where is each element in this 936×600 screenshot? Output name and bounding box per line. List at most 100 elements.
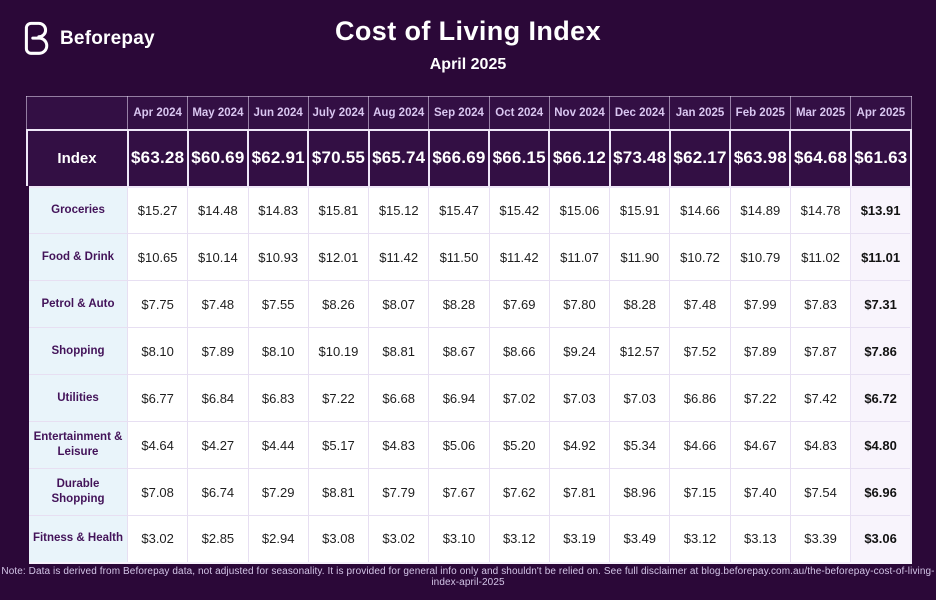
- value-cell: $12.01: [307, 233, 370, 281]
- value-cell: $3.39: [789, 515, 852, 564]
- value-cell: $11.02: [789, 233, 852, 281]
- value-cell: $7.89: [729, 327, 791, 375]
- value-cell: $8.81: [307, 468, 370, 516]
- value-cell: $11.07: [548, 233, 611, 281]
- value-cell: $15.81: [307, 186, 370, 234]
- value-cell: $10.79: [729, 233, 791, 281]
- value-cell: $8.26: [307, 280, 370, 328]
- value-cell: $7.03: [548, 374, 611, 422]
- value-cell: $4.83: [789, 421, 852, 469]
- index-value-cell: $62.91: [247, 128, 310, 188]
- value-cell: $9.24: [548, 327, 611, 375]
- index-value-cell: $70.55: [307, 128, 370, 188]
- value-cell: $11.90: [609, 233, 671, 281]
- value-cell: $6.86: [669, 374, 731, 422]
- value-cell: $11.42: [488, 233, 550, 281]
- category-label: Utilities: [24, 374, 128, 422]
- value-cell: $7.40: [729, 468, 791, 516]
- category-row: Utilities $6.77 $6.84 $6.83 $7.22 $6.68 $6.94 $…: [24, 374, 913, 422]
- value-cell: $3.02: [126, 515, 189, 564]
- value-cell: $11.42: [368, 233, 430, 281]
- brand-name: Beforepay: [60, 27, 155, 49]
- value-cell: $7.83: [789, 280, 852, 328]
- month-header: Feb 2025: [729, 96, 791, 130]
- index-value-cell: $66.15: [488, 128, 551, 188]
- value-cell: $8.96: [609, 468, 671, 516]
- category-row: Durable Shopping $7.08 $6.74 $7.29 $8.81 $7.7…: [24, 468, 913, 516]
- value-cell: $15.47: [428, 186, 490, 234]
- page-subtitle: April 2025: [429, 56, 507, 73]
- value-cell: $8.28: [428, 280, 490, 328]
- index-value-cell: $64.68: [789, 128, 852, 188]
- value-cell: $3.12: [488, 515, 550, 564]
- value-cell: $14.89: [729, 186, 791, 234]
- value-cell: $7.55: [247, 280, 309, 328]
- value-cell: $7.86: [850, 327, 913, 375]
- value-cell: $7.62: [488, 468, 550, 516]
- value-cell: $15.06: [548, 186, 611, 234]
- value-cell: $7.02: [488, 374, 550, 422]
- category-label: Fitness & Health: [24, 515, 128, 564]
- index-row-label: Index: [25, 128, 129, 188]
- index-value-cell: $73.48: [608, 128, 671, 188]
- category-row: Shopping $8.10 $7.89 $8.10 $10.19 $8.81 $8.67 $…: [24, 327, 913, 375]
- month-header: Mar 2025: [789, 96, 852, 130]
- value-cell: $5.06: [428, 421, 490, 469]
- category-label: Durable Shopping: [24, 468, 128, 516]
- value-cell: $14.78: [789, 186, 852, 234]
- value-cell: $8.10: [247, 327, 309, 375]
- category-label: Entertainment & Leisure: [24, 421, 128, 469]
- category-label: Petrol & Auto: [24, 280, 128, 328]
- category-row: Entertainment & Leisure $4.64 $4.27 $4.44 $5…: [24, 421, 913, 469]
- corner-cell: [26, 96, 128, 130]
- value-cell: $7.22: [729, 374, 791, 422]
- value-cell: $4.67: [729, 421, 791, 469]
- value-cell: $2.85: [187, 515, 249, 564]
- value-cell: $10.72: [669, 233, 731, 281]
- month-header: Jun 2024: [247, 96, 309, 130]
- index-value-cell: $65.74: [367, 128, 430, 188]
- value-cell: $6.74: [187, 468, 249, 516]
- value-cell: $11.50: [428, 233, 490, 281]
- value-cell: $3.02: [368, 515, 430, 564]
- value-cell: $4.92: [548, 421, 611, 469]
- value-cell: $7.89: [187, 327, 249, 375]
- index-value-cell: $62.17: [668, 128, 732, 188]
- category-row: Food & Drink $10.65 $10.14 $10.93 $12.01 $11.…: [24, 233, 913, 281]
- value-cell: $11.01: [850, 233, 913, 281]
- value-cell: $8.10: [126, 327, 189, 375]
- value-cell: $4.83: [368, 421, 430, 469]
- page-title: Cost of Living Index: [334, 16, 601, 46]
- category-label: Food & Drink: [24, 233, 128, 281]
- value-cell: $4.80: [850, 421, 913, 469]
- value-cell: $7.69: [488, 280, 550, 328]
- value-cell: $6.84: [187, 374, 249, 422]
- value-cell: $7.48: [187, 280, 249, 328]
- value-cell: $3.12: [669, 515, 731, 564]
- value-cell: $3.13: [729, 515, 791, 564]
- value-cell: $7.81: [548, 468, 611, 516]
- month-header: Dec 2024: [609, 96, 671, 130]
- value-cell: $14.66: [669, 186, 731, 234]
- value-cell: $10.65: [126, 233, 189, 281]
- value-cell: $15.42: [488, 186, 550, 234]
- index-value-cell: $66.69: [427, 128, 491, 188]
- month-header: May 2024: [187, 96, 249, 130]
- value-cell: $2.94: [247, 515, 309, 564]
- index-value-cell: $61.63: [849, 128, 913, 188]
- category-row: Petrol & Auto $7.75 $7.48 $7.55 $8.26 $8.07 $8…: [24, 280, 913, 328]
- value-cell: $7.87: [789, 327, 852, 375]
- value-cell: $8.81: [368, 327, 430, 375]
- value-cell: $4.64: [126, 421, 189, 469]
- month-header: Apr 2025: [850, 96, 912, 130]
- category-label: Shopping: [24, 327, 128, 375]
- category-row: Fitness & Health $3.02 $2.85 $2.94 $3.08 $3.0…: [24, 515, 913, 564]
- month-header: July 2024: [307, 96, 370, 130]
- index-row: Index $63.28 $60.69 $62.91 $70.55 $65.74 $66.6…: [25, 128, 913, 188]
- value-cell: $6.94: [428, 374, 490, 422]
- month-header: Nov 2024: [548, 96, 611, 130]
- value-cell: $7.52: [669, 327, 731, 375]
- value-cell: $7.54: [789, 468, 852, 516]
- value-cell: $7.22: [307, 374, 370, 422]
- value-cell: $10.19: [307, 327, 370, 375]
